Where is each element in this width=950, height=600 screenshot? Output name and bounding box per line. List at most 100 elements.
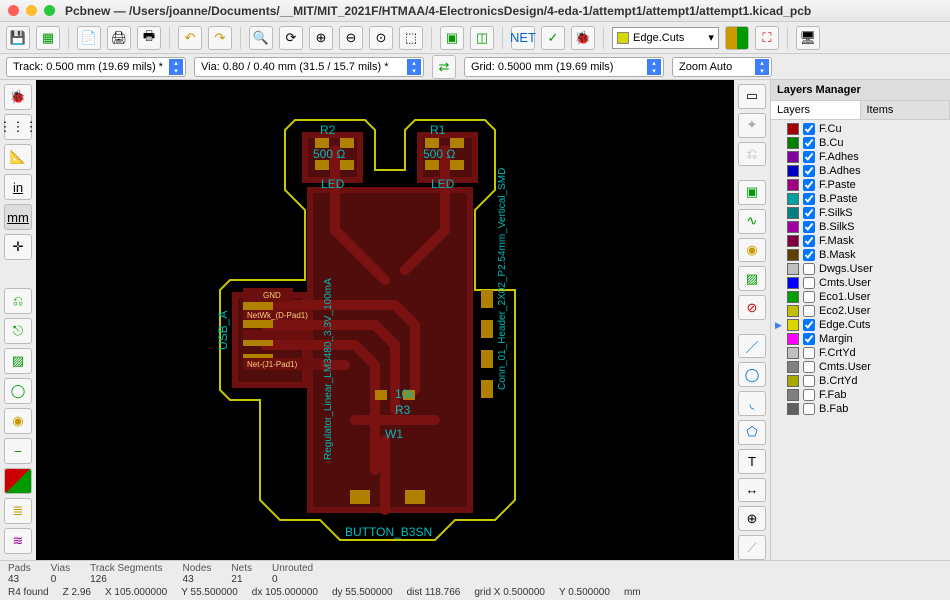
route-track-button[interactable]: ∿	[738, 209, 766, 234]
layer-visibility-checkbox[interactable]	[803, 347, 815, 359]
layer-row[interactable]: B.Mask	[775, 248, 946, 262]
track-width-select[interactable]: Track: 0.500 mm (19.69 mils) * ▴▾	[6, 57, 186, 77]
track-outline-button[interactable]: ⎯	[4, 438, 32, 464]
layer-row[interactable]: Cmts.User	[775, 276, 946, 290]
local-ratsnest-button[interactable]: ⎌	[738, 142, 766, 167]
pad-outline-button[interactable]: ◯	[4, 378, 32, 404]
via-outline-button[interactable]: ◉	[4, 408, 32, 434]
layer-color-swatch[interactable]	[787, 347, 799, 359]
layer-color-swatch[interactable]	[787, 333, 799, 345]
layer-visibility-checkbox[interactable]	[803, 179, 815, 191]
layer-row[interactable]: B.Cu	[775, 136, 946, 150]
microwave-button[interactable]: ≋	[4, 528, 32, 554]
ratsnest-button[interactable]: ⎌	[4, 288, 32, 314]
add-keepout-button[interactable]: ⊘	[738, 295, 766, 320]
layer-color-swatch[interactable]	[787, 277, 799, 289]
drc-off-button[interactable]: 🐞	[4, 84, 32, 110]
layer-row[interactable]: F.SilkS	[775, 206, 946, 220]
zoom-select[interactable]: Zoom Auto ▴▾	[672, 57, 772, 77]
add-footprint-button[interactable]: ▣	[738, 180, 766, 205]
layer-visibility-checkbox[interactable]	[803, 151, 815, 163]
draw-circle-button[interactable]: ◯	[738, 362, 766, 387]
grid-toggle-button[interactable]: ⋮⋮⋮	[4, 114, 32, 140]
layer-color-swatch[interactable]	[787, 375, 799, 387]
polar-coords-button[interactable]: 📐	[4, 144, 32, 170]
draw-arc-button[interactable]: ◟	[738, 391, 766, 416]
zoom-selection-button[interactable]: ⬚	[399, 26, 423, 50]
layer-visibility-checkbox[interactable]	[803, 221, 815, 233]
layer-color-swatch[interactable]	[787, 305, 799, 317]
layer-color-swatch[interactable]	[787, 403, 799, 415]
layer-row[interactable]: F.CrtYd	[775, 346, 946, 360]
layer-color-swatch[interactable]	[787, 207, 799, 219]
layers-toggle-button[interactable]: ≣	[4, 498, 32, 524]
select-tool-button[interactable]: ▭	[738, 84, 766, 109]
page-settings-button[interactable]: 📄	[77, 26, 101, 50]
layer-color-swatch[interactable]	[787, 151, 799, 163]
curved-ratsnest-button[interactable]: ⎋	[4, 318, 32, 344]
grid-select[interactable]: Grid: 0.5000 mm (19.69 mils) ▴▾	[464, 57, 664, 77]
layer-visibility-checkbox[interactable]	[803, 193, 815, 205]
add-text-button[interactable]: T	[738, 449, 766, 474]
layer-row[interactable]: B.SilkS	[775, 220, 946, 234]
zoom-out-button[interactable]: ⊖	[339, 26, 363, 50]
place-origin-button[interactable]: ⊕	[738, 506, 766, 531]
layer-color-swatch[interactable]	[787, 319, 799, 331]
layer-pairs-button[interactable]	[725, 26, 749, 50]
minimize-icon[interactable]	[26, 5, 37, 16]
layer-color-swatch[interactable]	[787, 235, 799, 247]
layer-visibility-checkbox[interactable]	[803, 277, 815, 289]
pcb-canvas[interactable]: R2 R1 500 Ω 500 Ω LED LED 10k R3 W1 BUTT…	[36, 80, 734, 560]
layer-row[interactable]: F.Paste	[775, 178, 946, 192]
layer-color-swatch[interactable]	[787, 389, 799, 401]
layer-row[interactable]: Dwgs.User	[775, 262, 946, 276]
layer-visibility-checkbox[interactable]	[803, 319, 815, 331]
refresh-button[interactable]: ⟳	[279, 26, 303, 50]
layer-visibility-checkbox[interactable]	[803, 207, 815, 219]
units-inch-button[interactable]: in	[4, 174, 32, 200]
maximize-icon[interactable]	[44, 5, 55, 16]
layer-color-swatch[interactable]	[787, 249, 799, 261]
layer-visibility-checkbox[interactable]	[803, 333, 815, 345]
zoom-fit-button[interactable]: ⊙	[369, 26, 393, 50]
layer-selector[interactable]: Edge.Cuts ▾	[612, 27, 719, 49]
redo-button[interactable]: ↷	[208, 26, 232, 50]
layer-row[interactable]: F.Adhes	[775, 150, 946, 164]
layer-row[interactable]: ▶ Edge.Cuts	[775, 318, 946, 332]
add-dimension-button[interactable]: ↔	[738, 478, 766, 503]
cursor-shape-button[interactable]: ✛	[4, 234, 32, 260]
layer-visibility-checkbox[interactable]	[803, 389, 815, 401]
drc-button[interactable]: ✓	[541, 26, 565, 50]
layer-visibility-checkbox[interactable]	[803, 291, 815, 303]
layer-row[interactable]: F.Fab	[775, 388, 946, 402]
save-button[interactable]: 💾	[6, 26, 30, 50]
contrast-button[interactable]	[4, 468, 32, 494]
tab-items[interactable]: Items	[861, 101, 950, 119]
render-button[interactable]: ⛶	[755, 26, 779, 50]
scripting-button[interactable]: 🖥	[796, 26, 820, 50]
layer-row[interactable]: Margin	[775, 332, 946, 346]
layer-row[interactable]: B.Adhes	[775, 164, 946, 178]
layer-color-swatch[interactable]	[787, 361, 799, 373]
layer-visibility-checkbox[interactable]	[803, 305, 815, 317]
netlist-button[interactable]: NET	[511, 26, 535, 50]
plot-button[interactable]: 🖶	[137, 26, 161, 50]
layer-visibility-checkbox[interactable]	[803, 361, 815, 373]
layer-visibility-checkbox[interactable]	[803, 249, 815, 261]
layer-color-swatch[interactable]	[787, 263, 799, 275]
units-mm-button[interactable]: mm	[4, 204, 32, 230]
layer-visibility-checkbox[interactable]	[803, 137, 815, 149]
layer-color-swatch[interactable]	[787, 291, 799, 303]
layer-row[interactable]: Cmts.User	[775, 360, 946, 374]
layer-row[interactable]: F.Mask	[775, 234, 946, 248]
layer-row[interactable]: Eco1.User	[775, 290, 946, 304]
add-zone-button[interactable]: ▨	[738, 266, 766, 291]
layer-color-swatch[interactable]	[787, 165, 799, 177]
layer-row[interactable]: B.CrtYd	[775, 374, 946, 388]
undo-button[interactable]: ↶	[178, 26, 202, 50]
layer-visibility-checkbox[interactable]	[803, 165, 815, 177]
highlight-net-button[interactable]: ✦	[738, 113, 766, 138]
layer-visibility-checkbox[interactable]	[803, 375, 815, 387]
close-icon[interactable]	[8, 5, 19, 16]
tab-layers[interactable]: Layers	[771, 101, 861, 119]
